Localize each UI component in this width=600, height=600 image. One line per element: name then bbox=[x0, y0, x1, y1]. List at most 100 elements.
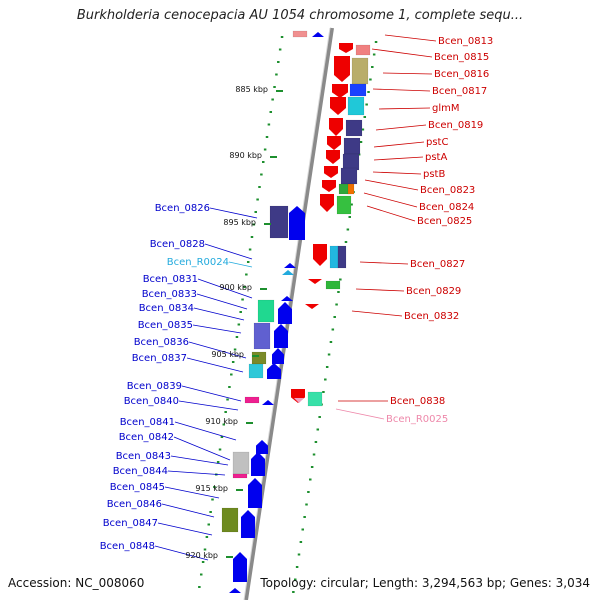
gene-arrow bbox=[329, 118, 343, 136]
gene-box bbox=[221, 507, 239, 533]
tick-dot bbox=[199, 573, 203, 576]
scale-tick-mark bbox=[236, 489, 243, 491]
gene-label-bcen_0813: Bcen_0813 bbox=[438, 36, 493, 47]
tick-dot bbox=[267, 123, 271, 126]
tick-dot bbox=[226, 398, 229, 401]
tick-dot bbox=[344, 241, 348, 243]
tick-dot bbox=[233, 348, 237, 351]
tick-dot bbox=[329, 341, 333, 343]
tick-dot bbox=[252, 223, 256, 226]
gene-arrow bbox=[272, 348, 284, 364]
gene-arrow bbox=[320, 194, 334, 212]
leader-line bbox=[188, 341, 247, 359]
leader-line bbox=[174, 421, 237, 441]
gene-box bbox=[342, 153, 360, 171]
tick-dot bbox=[235, 336, 239, 338]
tick-dot bbox=[359, 141, 363, 143]
tick-dot bbox=[211, 498, 214, 501]
gene-label-bcen_0834: Bcen_0834 bbox=[139, 303, 194, 314]
tick-dot bbox=[327, 353, 331, 356]
scale-tick-label: 895 kbp bbox=[223, 218, 256, 227]
tick-dot bbox=[335, 303, 338, 306]
scale-tick-label: 915 kbp bbox=[195, 484, 228, 493]
scale-tick-label: 900 kbp bbox=[219, 283, 252, 292]
label-leader-lines bbox=[154, 34, 437, 561]
tick-dot bbox=[230, 373, 233, 376]
tick-dot bbox=[231, 361, 235, 363]
gene-box bbox=[345, 119, 363, 137]
gene-label-bcen_0825: Bcen_0825 bbox=[417, 216, 472, 227]
map-title: Burkholderia cenocepacia AU 1054 chromos… bbox=[76, 8, 524, 23]
gene-label-bcen_0817: Bcen_0817 bbox=[432, 86, 487, 97]
tick-dot bbox=[348, 216, 351, 218]
gene-box bbox=[269, 205, 289, 239]
leader-line bbox=[209, 207, 258, 219]
tick-dot bbox=[198, 586, 201, 588]
tick-dot bbox=[322, 391, 325, 393]
gene-label-bcen_0826: Bcen_0826 bbox=[155, 203, 210, 214]
tick-dot bbox=[325, 366, 329, 368]
tick-dot bbox=[293, 578, 297, 581]
gene-label-bcen_0819: Bcen_0819 bbox=[428, 120, 483, 131]
leader-line bbox=[197, 278, 253, 299]
tick-dot bbox=[357, 153, 361, 156]
gene-arrow bbox=[339, 43, 353, 53]
leader-line bbox=[193, 307, 245, 321]
leader-line bbox=[371, 48, 433, 58]
leader-line bbox=[157, 522, 213, 536]
tick-dot bbox=[269, 111, 273, 113]
tick-dot bbox=[262, 161, 265, 163]
gene-arrow bbox=[284, 263, 296, 268]
tick-dot bbox=[331, 328, 335, 331]
tick-dot bbox=[314, 441, 318, 443]
gene-arrow bbox=[241, 510, 255, 538]
gene-label-bcen_0835: Bcen_0835 bbox=[138, 320, 193, 331]
scale-tick-mark bbox=[276, 90, 283, 92]
scale-ticks: 885 kbp 890 kbp 895 kbp 900 kbp 905 kbp 910 k… bbox=[185, 85, 283, 560]
gene-box bbox=[343, 137, 361, 155]
gene-label-bcen_0829: Bcen_0829 bbox=[406, 286, 461, 297]
leader-line bbox=[173, 436, 231, 461]
gene-label-bcen_0839: Bcen_0839 bbox=[127, 381, 182, 392]
tick-dot bbox=[337, 291, 340, 293]
tick-dot bbox=[339, 278, 342, 281]
tick-dot bbox=[333, 316, 336, 318]
gene-labels: Bcen_0826 Bcen_0828 Bcen_R0024 Bcen_0831 Bce… bbox=[100, 36, 494, 552]
gene-arrow bbox=[278, 302, 292, 324]
leader-line bbox=[161, 503, 215, 518]
tick-dot bbox=[312, 453, 316, 456]
scale-tick-label: 885 kbp bbox=[235, 85, 268, 94]
leader-line bbox=[192, 324, 242, 334]
tick-dot bbox=[256, 198, 259, 201]
tick-dot bbox=[361, 128, 365, 131]
leader-line bbox=[154, 545, 209, 561]
gene-features bbox=[221, 30, 371, 593]
tick-dot bbox=[271, 98, 274, 101]
tick-dot bbox=[207, 523, 211, 526]
tick-dot bbox=[374, 41, 378, 43]
gene-box bbox=[337, 245, 347, 269]
scale-tick-label: 890 kbp bbox=[229, 151, 262, 160]
gene-label-bcen_0847: Bcen_0847 bbox=[103, 518, 158, 529]
tick-dot bbox=[248, 248, 252, 251]
tick-dot bbox=[280, 36, 284, 38]
tick-dot bbox=[237, 323, 241, 326]
accession-text: Accession: NC_008060 bbox=[8, 576, 145, 590]
tick-dot bbox=[218, 448, 222, 451]
gene-label-bcen_0842: Bcen_0842 bbox=[119, 432, 174, 443]
scale-tick-mark bbox=[226, 556, 233, 558]
summary-text: Topology: circular; Length: 3,294,563 bp… bbox=[260, 576, 590, 590]
tick-dot bbox=[367, 91, 370, 93]
leader-line bbox=[364, 179, 419, 191]
gene-arrow bbox=[294, 398, 304, 403]
gene-box bbox=[340, 167, 358, 185]
tick-dot bbox=[278, 48, 282, 51]
tick-dot bbox=[213, 486, 216, 488]
leader-line bbox=[164, 486, 220, 499]
gene-label-bcen_0815: Bcen_0815 bbox=[434, 52, 489, 63]
tick-dot bbox=[369, 78, 372, 81]
tick-dot bbox=[246, 261, 250, 263]
gene-label-psta: pstA bbox=[425, 152, 447, 163]
gene-label-bcen_r0025: Bcen_R0025 bbox=[386, 414, 448, 425]
gene-label-bcen_0841: Bcen_0841 bbox=[120, 417, 175, 428]
